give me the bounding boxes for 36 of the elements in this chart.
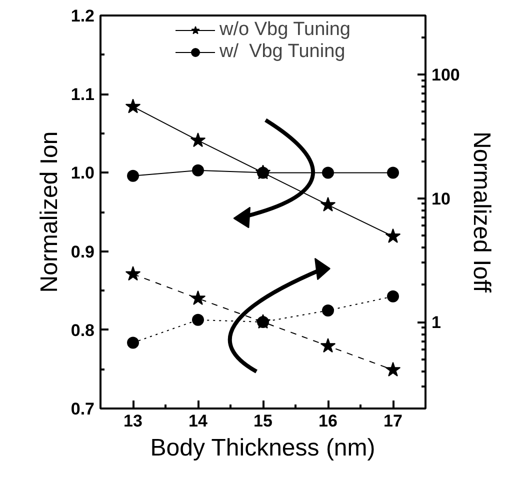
x-tick-label: 15 (254, 412, 272, 430)
point (125, 98, 141, 114)
point (385, 228, 401, 243)
legend-label: w/ Vbg Tuning (220, 41, 346, 63)
y-tick-label: 0.7 (70, 400, 95, 418)
point (192, 314, 204, 326)
point (127, 336, 139, 349)
point (127, 170, 139, 182)
x-tick-label: 14 (188, 412, 208, 430)
point (387, 166, 399, 179)
point (190, 132, 206, 148)
point (322, 304, 334, 316)
point (387, 290, 399, 302)
y-tick-label: 0.8 (70, 320, 95, 340)
point (385, 362, 401, 376)
y2-tick-label: 10 (432, 189, 450, 208)
x-axis-title: Body Thickness (nm) (150, 434, 376, 462)
y-tick-label: 1.1 (70, 85, 95, 104)
point (322, 166, 334, 179)
y-tick-label: 1.0 (70, 164, 95, 183)
point (125, 266, 141, 281)
legend-label: w/o Vbg Tuning (220, 19, 350, 41)
y-tick-label: 0.9 (70, 242, 95, 262)
x-tick-label: 17 (384, 412, 402, 430)
point (190, 290, 206, 306)
point (192, 164, 204, 176)
y-axis-title: Normalized Ion (36, 131, 63, 293)
y2-tick-label: 100 (432, 66, 460, 85)
x-tick-label: 16 (318, 412, 338, 430)
point (320, 338, 336, 353)
y2-axis-title: Normalized Ioff (468, 132, 495, 293)
point (320, 196, 336, 212)
x-tick-label: 13 (124, 412, 142, 430)
y-tick-label: 1.2 (70, 6, 95, 26)
y2-tick-label: 1 (432, 313, 441, 332)
point (257, 316, 269, 328)
